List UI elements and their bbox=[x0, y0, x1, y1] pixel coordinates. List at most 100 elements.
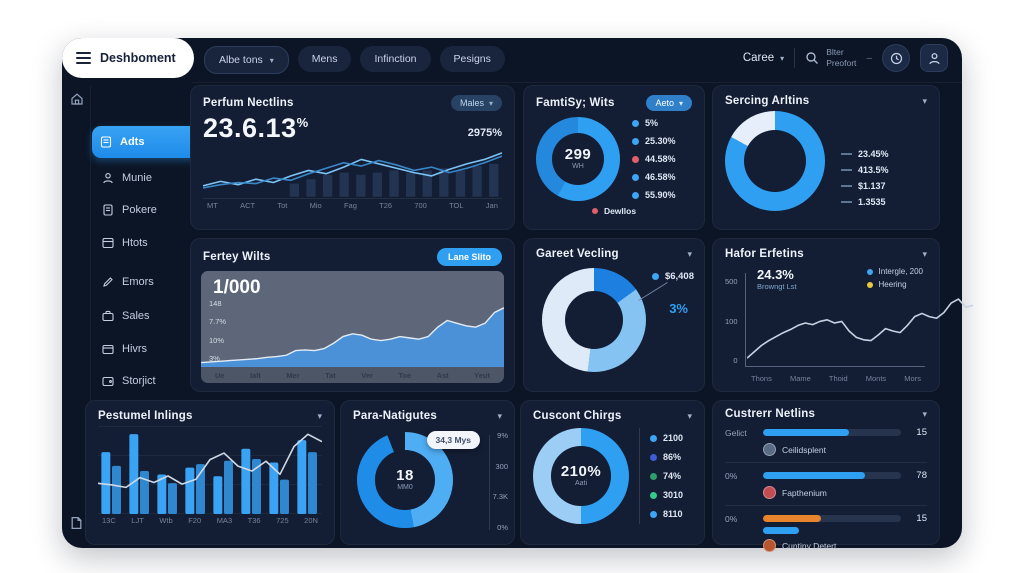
divider-dash: – bbox=[866, 52, 872, 64]
card-hafor-erfetins: Hafor Erfetins ▾ 24.3% Browngt Lst Inter… bbox=[712, 238, 940, 392]
card-fertey-wilts: Fertey Wilts Lane Slito 1/000 148 7.7% 10%… bbox=[190, 238, 515, 392]
pestumel-bar-chart bbox=[98, 426, 322, 514]
aeto-dropdown[interactable]: Aeto ▾ bbox=[646, 95, 692, 111]
nav-item-2[interactable]: Infinction bbox=[360, 46, 431, 72]
sidebar-item-htots[interactable]: Htots bbox=[94, 229, 194, 257]
chevron-down-icon[interactable]: ▾ bbox=[687, 410, 692, 421]
chevron-down-icon[interactable]: ▾ bbox=[687, 248, 692, 259]
topbar-divider bbox=[192, 82, 962, 83]
y-axis-labels: 500 100 0 bbox=[725, 277, 738, 365]
card-title: Perfum Nectlins bbox=[203, 97, 294, 109]
file-icon bbox=[103, 204, 113, 216]
x-axis-labels: Ue Ialt Mer Tat Ver Toe Ast Yeut bbox=[201, 367, 504, 383]
avatar bbox=[763, 539, 776, 552]
sidebar-item-emors[interactable]: Emors bbox=[94, 268, 194, 296]
wallet-icon bbox=[102, 376, 114, 387]
hafor-line-chart bbox=[747, 279, 973, 365]
chevron-down-icon[interactable]: ▾ bbox=[922, 248, 927, 259]
card-title: Para-Natigutes bbox=[353, 410, 437, 422]
home-icon[interactable] bbox=[70, 92, 84, 106]
hamburger-menu-icon[interactable] bbox=[76, 52, 91, 64]
chevron-down-icon: ▾ bbox=[269, 55, 274, 65]
card-pestumel-inlings: Pestumel Inlings ▾ 13C LJT Wtb F20 MA3 T36 725… bbox=[85, 400, 335, 545]
search-icon bbox=[806, 52, 819, 64]
gareet-donut-chart bbox=[542, 268, 646, 372]
sidebar-item-pokere[interactable]: Pokere bbox=[94, 196, 194, 224]
chevron-down-icon[interactable]: ▾ bbox=[317, 410, 322, 421]
card-title: Hafor Erfetins bbox=[725, 248, 804, 260]
nav-item-3[interactable]: Pesigns bbox=[439, 46, 505, 72]
card-custrerr-netlins: Custrerr Netlins ▾ Gelict 15 Ceilidsplen… bbox=[712, 400, 940, 552]
sidebar-item-sales[interactable]: Sales bbox=[94, 302, 194, 330]
card-title: Pestumel Inlings bbox=[98, 410, 193, 422]
y-axis-labels: 148 7.7% 10% 3% bbox=[209, 299, 227, 363]
famtisy-donut-chart: 299 WH bbox=[536, 117, 620, 201]
card-title: Gareet Vecling bbox=[536, 248, 619, 260]
user-icon bbox=[928, 52, 940, 64]
history-button[interactable] bbox=[882, 44, 910, 72]
avatar bbox=[763, 486, 776, 499]
x-axis-labels: Thons Mame Thoid Monts Mors bbox=[751, 374, 921, 383]
app-window: Deshboment Albe tons ▾ Mens Infinction P… bbox=[62, 38, 962, 552]
progress-track bbox=[763, 472, 901, 479]
sidebar-item-adts[interactable]: Adts bbox=[92, 126, 200, 158]
app-title-pill: Deshboment bbox=[62, 38, 194, 78]
chevron-down-icon: ▾ bbox=[780, 53, 785, 63]
famtisy-legend: 5% 25.30% 44.58% 46.58% 55.90% bbox=[632, 117, 676, 201]
sidebar-item-storjict[interactable]: Storjict bbox=[94, 367, 194, 395]
briefcase-icon bbox=[102, 310, 114, 322]
chevron-down-icon[interactable]: ▾ bbox=[497, 410, 502, 421]
callout-line bbox=[638, 282, 668, 301]
clock-icon bbox=[890, 52, 902, 64]
sercing-donut-chart bbox=[725, 111, 825, 211]
males-dropdown[interactable]: Males ▾ bbox=[450, 95, 502, 111]
right-axis-line bbox=[489, 435, 490, 530]
fertey-area-chart bbox=[201, 295, 504, 367]
app-title: Deshboment bbox=[100, 51, 176, 65]
card-title: Cuscont Chirgs bbox=[533, 410, 622, 422]
x-axis-labels: MT ACT Tot Mio Fag T26 700 TOL Jan bbox=[207, 201, 498, 210]
sidebar-item-munie[interactable]: Munie bbox=[94, 164, 194, 192]
card-title: Custrerr Netlins bbox=[725, 408, 816, 420]
fertey-value: 1/000 bbox=[213, 277, 261, 298]
card-cuscont-chirgs: Cuscont Chirgs ▾ 210% Aati 2100 86% 74% 3… bbox=[520, 400, 705, 545]
profile-menu[interactable]: Caree ▾ bbox=[742, 52, 785, 64]
search-input[interactable]: Blter Preofort bbox=[805, 47, 856, 68]
kpi-secondary: 2975% bbox=[467, 127, 502, 139]
card-title: Fertey Wilts bbox=[203, 251, 271, 263]
chevron-down-icon[interactable]: ▾ bbox=[922, 95, 927, 106]
top-nav: Albe tons ▾ Mens Infinction Pesigns bbox=[204, 46, 505, 74]
card-icon bbox=[102, 344, 114, 355]
file-icon[interactable] bbox=[70, 516, 83, 530]
hafor-legend: Intergle, 200 Heering bbox=[866, 267, 923, 289]
chart-tooltip: 34,3 Mys bbox=[426, 431, 480, 449]
card-famtisy-wits: FamtiSy; Wits Aeto ▾ 299 WH 5% 25.30% 44.5… bbox=[523, 85, 705, 230]
right-axis-labels: 9% 300 7.3K 0% bbox=[492, 431, 508, 532]
doc-icon bbox=[100, 136, 112, 148]
user-avatar[interactable] bbox=[920, 44, 948, 72]
progress-row: 0% 78 Fapthenium bbox=[725, 463, 927, 506]
secondary-bar bbox=[763, 527, 800, 534]
y-axis-line bbox=[745, 273, 746, 367]
perfum-line-chart bbox=[203, 146, 502, 199]
x-axis-labels: 13C LJT Wtb F20 MA3 T36 725 20N bbox=[102, 516, 318, 525]
card-para-natigutes: Para-Natigutes ▾ 18 MM0 34,3 Mys 9% 300 7.3… bbox=[340, 400, 515, 545]
card-gareet-vecling: Gareet Vecling ▾ $6,408 3% bbox=[523, 238, 705, 392]
progress-track bbox=[763, 515, 901, 522]
lane-slito-badge[interactable]: Lane Slito bbox=[436, 248, 502, 266]
kpi-value: 23.6.13% bbox=[203, 113, 309, 143]
nav-item-1[interactable]: Mens bbox=[297, 46, 352, 72]
sercing-legend: 23.45% 413.5% $1.137 1.3535 bbox=[841, 145, 889, 211]
progress-track bbox=[763, 429, 901, 436]
chevron-down-icon[interactable]: ▾ bbox=[922, 408, 927, 419]
progress-row: Gelict 15 Ceilidsplent bbox=[725, 420, 927, 463]
sidebar-item-hivrs[interactable]: Hivrs bbox=[94, 335, 194, 363]
divider bbox=[794, 48, 796, 68]
hafor-overlay: 24.3% Browngt Lst bbox=[757, 267, 797, 291]
nav-item-0[interactable]: Albe tons ▾ bbox=[204, 46, 289, 74]
card-title: Sercing Arltins bbox=[725, 95, 810, 107]
x-axis-line bbox=[745, 366, 925, 367]
gareet-legend-item: $6,408 bbox=[651, 271, 694, 282]
progress-row: 0% 15 Cuntiny Detert bbox=[725, 513, 927, 552]
card-title: FamtiSy; Wits bbox=[536, 97, 615, 109]
